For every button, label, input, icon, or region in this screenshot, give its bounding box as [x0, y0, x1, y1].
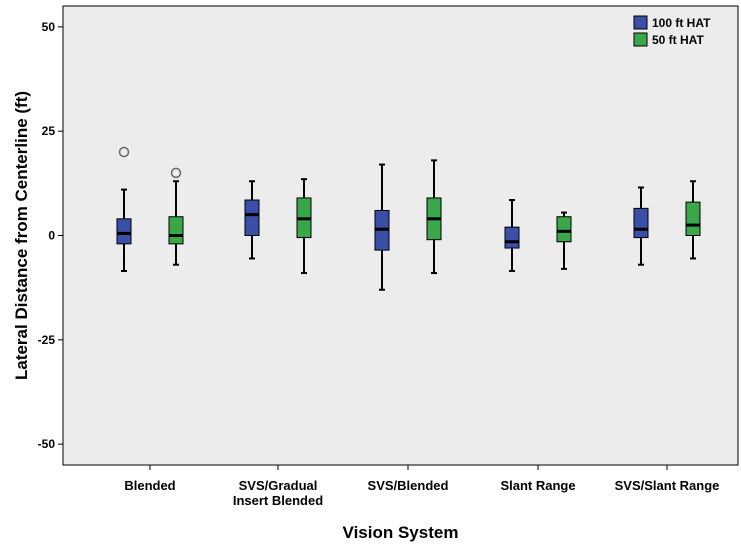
x-axis-title: Vision System — [343, 523, 459, 542]
box-group — [374, 163, 390, 291]
x-category-label: Blended — [124, 478, 175, 493]
x-category-label-line: SVS/Gradual — [239, 478, 318, 493]
x-category-label-line: SVS/Blended — [368, 478, 449, 493]
axes: 50 25 0 -25 -50 Blended SVS/Gradual Insert Blen… — [38, 20, 720, 508]
box-group — [556, 211, 572, 270]
y-tick-label: 25 — [42, 124, 56, 138]
x-category-label-line: Insert Blended — [233, 493, 323, 508]
x-category-label: SVS/Slant Range — [615, 478, 720, 493]
y-tick-label: -25 — [38, 333, 56, 347]
box — [244, 199, 260, 236]
box-group — [504, 199, 520, 272]
box — [633, 207, 649, 239]
chart-marks — [116, 146, 701, 291]
y-tick-label: -50 — [38, 437, 56, 451]
x-category-label: Slant Range — [500, 478, 575, 493]
box-group — [685, 180, 701, 260]
legend-label: 50 ft HAT — [652, 33, 704, 47]
legend: 100 ft HAT 50 ft HAT — [633, 15, 711, 47]
box — [504, 226, 520, 249]
box — [556, 216, 572, 243]
y-tick-label: 0 — [48, 229, 55, 243]
box-group — [296, 178, 312, 275]
outlier-point — [118, 146, 130, 158]
y-axis-title: Lateral Distance from Centerline (ft) — [12, 91, 31, 380]
box-group — [244, 180, 260, 260]
box-group — [426, 159, 442, 275]
box-group — [168, 167, 184, 266]
legend-swatch — [633, 15, 648, 30]
outlier-point — [170, 167, 182, 179]
box — [168, 216, 184, 245]
legend-label: 100 ft HAT — [652, 16, 711, 30]
x-category-label-line: SVS/Slant Range — [615, 478, 720, 493]
box — [685, 201, 701, 236]
box — [116, 218, 132, 245]
x-category-label-line: Slant Range — [500, 478, 575, 493]
x-category-label-line: Blended — [124, 478, 175, 493]
box-group — [116, 146, 132, 272]
y-tick-label: 50 — [42, 20, 56, 34]
box-group — [633, 186, 649, 266]
x-category-label: SVS/Gradual Insert Blended — [233, 478, 323, 508]
x-category-label: SVS/Blended — [368, 478, 449, 493]
legend-swatch — [633, 32, 648, 47]
